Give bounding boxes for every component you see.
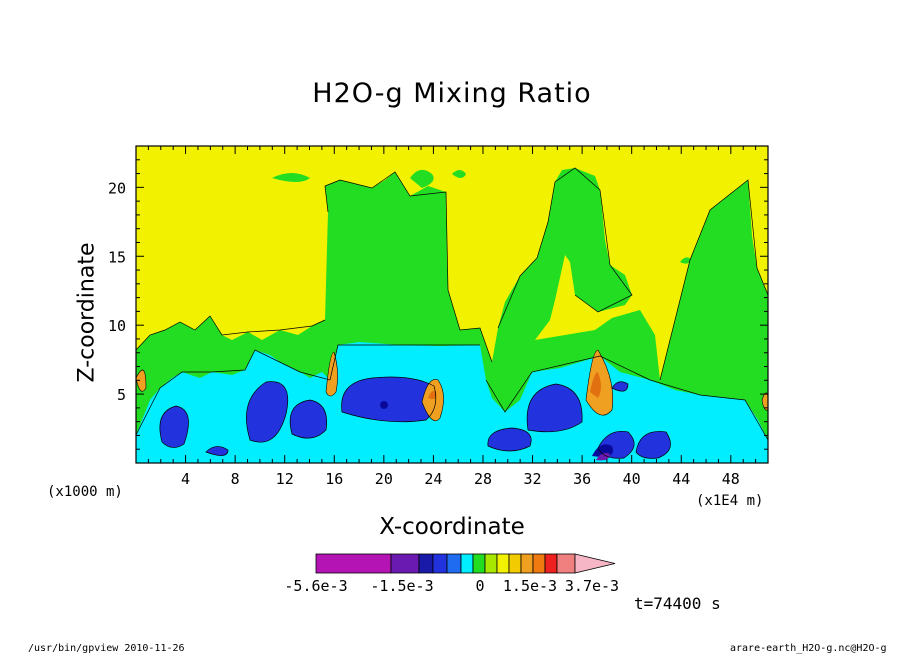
- chart-title: H2O-g Mixing Ratio: [312, 78, 592, 109]
- colorbar-swatch: [460, 553, 474, 574]
- contour-line: [136, 344, 480, 436]
- y-tick-label: 10: [108, 317, 126, 335]
- contour-region-orange: [325, 351, 338, 397]
- contour-region-blue: [341, 377, 436, 422]
- contour-line: [324, 171, 493, 363]
- colorbar-swatch: [544, 553, 558, 574]
- colorbar-swatch: [446, 553, 462, 574]
- contour-region-blue: [290, 400, 327, 439]
- x-tick-label: 32: [524, 470, 542, 488]
- contour-line: [341, 376, 437, 423]
- contour-region-blue: [159, 406, 189, 448]
- colorbar-label: -1.5e-3: [370, 577, 433, 595]
- y-tick-label: 15: [108, 248, 126, 266]
- contour-region-darkorange: [590, 372, 601, 398]
- contour-region-green-small: [680, 257, 692, 264]
- colorbar-swatch: [418, 553, 434, 574]
- contour-region-green-small: [272, 173, 310, 182]
- colorbar-swatch: [496, 553, 510, 574]
- contour-region-orange: [136, 369, 147, 392]
- contour-line: [205, 446, 229, 456]
- colorbar-swatch: [508, 553, 522, 574]
- contour-line: [136, 315, 326, 351]
- contour-line: [487, 427, 532, 452]
- colorbar-swatch: [390, 553, 420, 574]
- footer-right: arare-earth_H2O-g.nc@H2O-g: [730, 643, 887, 654]
- x-unit-left: (x1000 m): [47, 484, 123, 500]
- y-tick-label: 20: [108, 179, 126, 197]
- x-tick-label: 12: [276, 470, 294, 488]
- contour-field: [136, 146, 768, 463]
- contour-region-blue: [246, 381, 288, 443]
- contour-region-blue: [206, 446, 228, 456]
- contour-line: [246, 381, 289, 443]
- contour-line: [289, 399, 327, 439]
- contour-region-blue: [487, 428, 532, 451]
- x-unit-right: (x1E4 m): [696, 493, 764, 509]
- colorbar-swatch: [315, 553, 392, 574]
- colorbar-swatch: [556, 553, 576, 574]
- contour-line: [485, 355, 768, 441]
- x-tick-label: 40: [623, 470, 641, 488]
- colorbar-label: 3.7e-3: [565, 577, 619, 595]
- contour-line: [597, 431, 635, 459]
- plot-frame: [135, 145, 769, 464]
- x-tick-label: 16: [325, 470, 343, 488]
- contour-line: [611, 381, 629, 392]
- colorbar-swatch: [520, 553, 534, 574]
- colorbar-label: -5.6e-3: [284, 577, 347, 595]
- colorbar-swatch: [432, 553, 448, 574]
- x-tick-label: 28: [474, 470, 492, 488]
- contour-line: [526, 383, 583, 433]
- colorbar-label: 1.5e-3: [503, 577, 557, 595]
- colorbar-swatch: [484, 553, 498, 574]
- x-axis-label: X-coordinate: [379, 514, 525, 540]
- contour-line: [659, 179, 768, 381]
- x-tick-label: 36: [573, 470, 591, 488]
- contour-line: [635, 431, 671, 459]
- colorbar-swatch: [472, 553, 486, 574]
- contour-region-navy: [380, 401, 388, 409]
- colorbar-arrow: [574, 553, 616, 574]
- y-tick-label: 5: [117, 386, 126, 404]
- contour-region-purple: [596, 452, 610, 461]
- contour-line: [159, 405, 189, 448]
- contour-region-green-small: [410, 169, 466, 188]
- time-label: t=74400 s: [634, 594, 721, 613]
- x-tick-label: 8: [231, 470, 240, 488]
- colorbar-label: 0: [475, 577, 484, 595]
- x-tick-label: 24: [424, 470, 442, 488]
- x-tick-label: 48: [722, 470, 740, 488]
- colorbar-swatch: [532, 553, 546, 574]
- contour-region-blue: [612, 381, 628, 392]
- contour-region-darkorange: [428, 390, 437, 400]
- x-tick-label: 4: [181, 470, 190, 488]
- x-tick-label: 44: [672, 470, 690, 488]
- contour-region-blue: [527, 384, 583, 432]
- contour-region-blue: [636, 431, 671, 459]
- contour-line: [497, 167, 633, 329]
- footer-left: /usr/bin/gpview 2010-11-26: [28, 643, 185, 654]
- x-tick-label: 20: [375, 470, 393, 488]
